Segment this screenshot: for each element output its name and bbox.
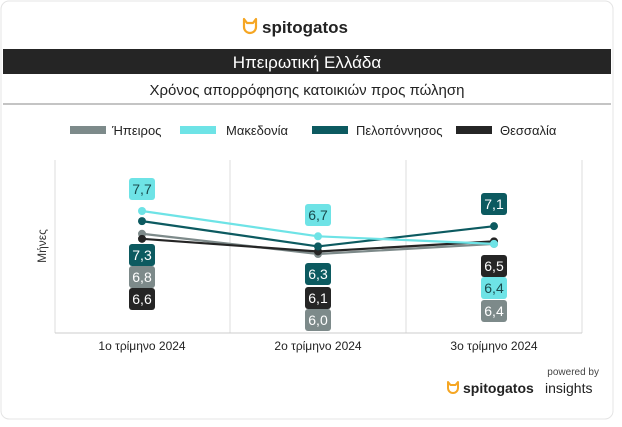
data-point xyxy=(490,239,498,248)
data-label: 7,1 xyxy=(484,196,504,212)
data-point xyxy=(138,217,146,226)
data-label: 6,0 xyxy=(308,312,328,328)
legend-swatch xyxy=(180,126,216,134)
cat-icon xyxy=(447,381,459,394)
data-label-box xyxy=(481,255,507,277)
data-point xyxy=(490,222,498,231)
x-tick-label: 3ο τρίμηνο 2024 xyxy=(450,339,538,353)
data-label: 7,3 xyxy=(132,247,152,263)
footer-logo-text: spitogatos xyxy=(463,380,534,396)
legend-swatch xyxy=(70,126,106,134)
data-point xyxy=(138,207,146,215)
data-label: 6,3 xyxy=(308,266,328,282)
logo-text: spitogatos xyxy=(262,18,348,37)
legend-swatch xyxy=(456,126,492,134)
chart-subtitle: Χρόνος απορρόφησης κατοικιών προς πώληση xyxy=(150,82,465,99)
data-label-box xyxy=(481,193,507,215)
data-label-box xyxy=(305,309,331,331)
title-bar xyxy=(3,49,611,74)
legend-label: Θεσσαλία xyxy=(500,123,557,138)
data-label-box xyxy=(305,263,331,285)
x-tick-label: 1ο τρίμηνο 2024 xyxy=(98,339,186,353)
footer-logo: spitogatos insights xyxy=(447,380,592,396)
spitogatos-logo: spitogatos xyxy=(242,17,348,37)
legend: Ήπειρος Μακεδονία Πελοπόννησος Θεσσαλία xyxy=(70,123,557,138)
data-label: 6,4 xyxy=(484,303,504,319)
legend-label: Μακεδονία xyxy=(226,123,288,138)
data-labels: 6,8 6,0 6,4 7,7 6,7 6,4 7,3 6,3 7,1 6,6 6,1 6,5 xyxy=(129,178,507,331)
data-label-box xyxy=(129,288,155,310)
data-label: 7,7 xyxy=(132,181,152,197)
data-label-box xyxy=(481,300,507,322)
data-label-box xyxy=(305,204,331,226)
data-label: 6,7 xyxy=(308,207,328,223)
data-label: 6,6 xyxy=(132,291,152,307)
data-label: 6,1 xyxy=(308,290,328,306)
y-axis-label: Μήνες xyxy=(35,229,49,263)
data-label-box xyxy=(481,277,507,299)
data-label-box xyxy=(129,178,155,200)
data-point xyxy=(138,234,146,243)
powered-by: powered by xyxy=(547,367,599,378)
footer-logo-suffix: insights xyxy=(545,380,592,396)
data-label: 6,4 xyxy=(484,280,504,296)
data-label-box xyxy=(129,266,155,288)
data-label: 6,8 xyxy=(132,269,152,285)
data-label-box xyxy=(305,287,331,309)
data-label: 6,5 xyxy=(484,258,504,274)
series-lines xyxy=(138,207,498,259)
data-point xyxy=(314,232,322,241)
x-ticks: 1ο τρίμηνο 2024 2ο τρίμηνο 2024 3ο τρίμηνο… xyxy=(98,339,538,353)
x-tick-label: 2ο τρίμηνο 2024 xyxy=(274,339,362,353)
data-point xyxy=(314,242,322,251)
chart-title: Ηπειρωτική Ελλάδα xyxy=(233,53,382,72)
legend-swatch xyxy=(312,126,348,134)
data-label-box xyxy=(129,244,155,266)
legend-label: Πελοπόννησος xyxy=(356,123,442,138)
legend-label: Ήπειρος xyxy=(111,123,161,138)
cat-icon xyxy=(242,17,258,35)
